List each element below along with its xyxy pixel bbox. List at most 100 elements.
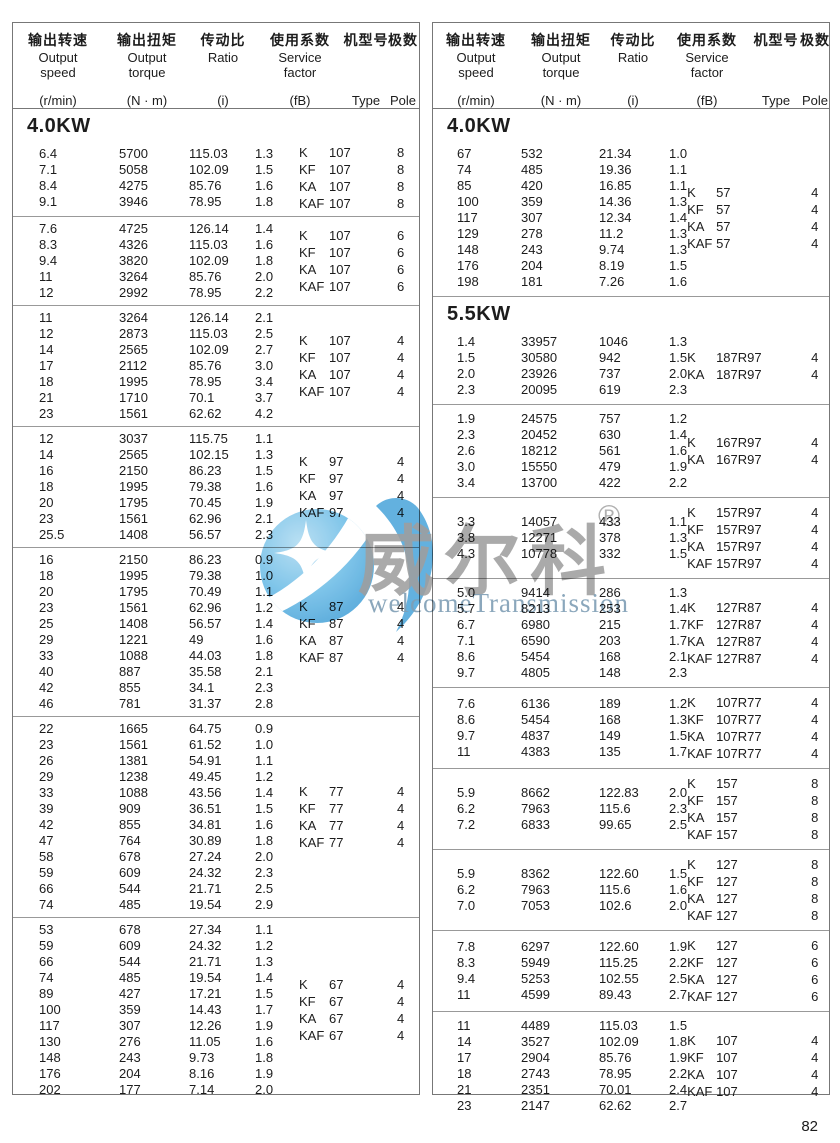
type-model: 107 [329,279,351,294]
table-row: 148 243 9.73 1.8 [13,1050,299,1066]
type-prefix: KA [687,634,705,649]
header-label-en: Output [38,50,78,65]
table-row: 11 4383 135 1.7 [433,744,687,760]
service-factor-value: 1.1 [669,178,688,193]
type-model: 87 [329,633,344,648]
ratio-value: 44.03 [189,648,222,663]
type-prefix: K [299,599,308,614]
output-speed-value: 8.3 [457,955,476,970]
output-torque-value: 243 [119,1050,141,1065]
header-label-en: Output [127,50,167,65]
type-row: KAF 107 4 [299,383,419,400]
spec-group: 5.9 8662 122.83 2.0 6.2 7963 115.6 2.3 7.2 6833 99… [433,768,829,849]
header-label-zh: 输出转速 [446,32,506,48]
ratio-value: 11.05 [189,1034,221,1049]
output-speed-value: 16 [39,552,54,567]
output-torque-value: 427 [119,986,141,1001]
service-factor-value: 1.1 [255,431,274,446]
ratio-value: 24.32 [189,865,222,880]
table-row: 9.4 3820 102.09 1.8 [13,253,299,269]
service-factor-value: 1.4 [669,601,688,616]
output-torque-value: 678 [119,849,141,864]
type-prefix: K [299,454,308,469]
type-row: KAF 97 4 [299,504,419,521]
table-row: 117 307 12.26 1.9 [13,1018,299,1034]
service-factor-value: 1.9 [255,1018,274,1033]
table-row: 7.8 6297 122.60 1.9 [433,939,687,955]
output-speed-value: 117 [457,210,478,225]
output-torque-value: 5253 [521,971,550,986]
type-prefix: K [687,600,696,615]
service-factor-value: 2.7 [669,987,688,1002]
type-model: 57 [716,219,731,234]
type-model: 167R97 [716,435,762,450]
type-model: 107 [329,350,351,365]
output-speed-value: 1.4 [457,334,476,349]
output-speed-value: 2.3 [457,382,476,397]
type-model: 67 [329,1011,344,1026]
service-factor-value: 2.3 [669,665,688,680]
output-torque-value: 5454 [521,712,550,727]
pole-value: 4 [397,333,405,348]
service-factor-value: 1.1 [669,162,688,177]
service-factor-value: 1.9 [669,459,688,474]
table-row: 40 887 35.58 2.1 [13,664,299,680]
header-cell: 使用系数 Service factor (fB) [255,30,345,108]
service-factor-value: 1.1 [255,584,274,599]
type-prefix: KA [299,633,317,648]
table-row: 2.3 20452 630 1.4 [433,427,687,443]
service-factor-value: 1.5 [669,866,688,881]
header-cell: 传动比 Ratio (i) [603,30,663,108]
type-model: 57 [716,202,731,217]
ratio-value: 89.43 [599,987,632,1002]
type-row: KF 127R87 4 [687,616,833,633]
type-row: KF 107 6 [299,244,419,261]
output-torque-value: 1710 [119,390,148,405]
service-factor-value: 1.0 [669,146,688,161]
output-torque-value: 20452 [521,427,558,442]
table-row: 74 485 19.54 1.4 [13,970,299,986]
type-prefix: KA [687,452,705,467]
group-rows: 53 678 27.34 1.1 59 609 24.32 1.2 66 544 21.71 1.3 7… [13,922,299,1098]
type-model: 57 [716,185,731,200]
table-row: 1.4 33957 1046 1.3 [433,334,687,350]
output-torque-value: 544 [119,954,141,969]
type-model: 127 [716,955,738,970]
type-row: K 97 4 [299,453,419,470]
output-speed-value: 11 [39,310,53,325]
output-torque-value: 359 [119,1002,141,1017]
output-speed-value: 22 [39,721,54,736]
ratio-value: 19.54 [189,970,222,985]
type-model: 107 [716,1050,738,1065]
type-row: KA 107 8 [299,178,419,195]
output-torque-value: 420 [521,178,543,193]
ratio-value: 135 [599,744,621,759]
spec-group: 22 1665 64.75 0.9 23 1561 61.52 1.0 26 1381 54.91 1… [13,716,419,917]
ratio-value: 24.32 [189,938,222,953]
spec-group: 3.3 14057 433 1.1 3.8 12271 378 1.3 4.3 10778 332 1… [433,497,829,578]
pole-value: 6 [811,989,819,1004]
ratio-value: 433 [599,514,621,529]
table-row: 42 855 34.81 1.6 [13,817,299,833]
type-model: 107R77 [716,695,762,710]
ratio-value: 31.37 [189,696,222,711]
header-cell: 机型号 Type [751,30,801,108]
pole-value: 4 [811,202,819,217]
type-row: KA 167R97 4 [687,451,833,468]
output-speed-value: 20 [39,495,54,510]
ratio-value: 43.56 [189,785,222,800]
output-speed-value: 40 [39,664,54,679]
service-factor-value: 1.7 [669,744,688,759]
type-model: 107 [329,384,351,399]
pole-value: 8 [811,793,819,808]
service-factor-value: 3.7 [255,390,274,405]
output-torque-value: 1995 [119,479,148,494]
ratio-value: 168 [599,712,621,727]
output-speed-value: 39 [39,801,54,816]
type-model: 127R87 [716,634,762,649]
output-torque-value: 6297 [521,939,550,954]
output-speed-value: 47 [39,833,54,848]
output-speed-value: 67 [457,146,472,161]
output-speed-value: 66 [39,881,54,896]
type-prefix: KF [687,955,704,970]
